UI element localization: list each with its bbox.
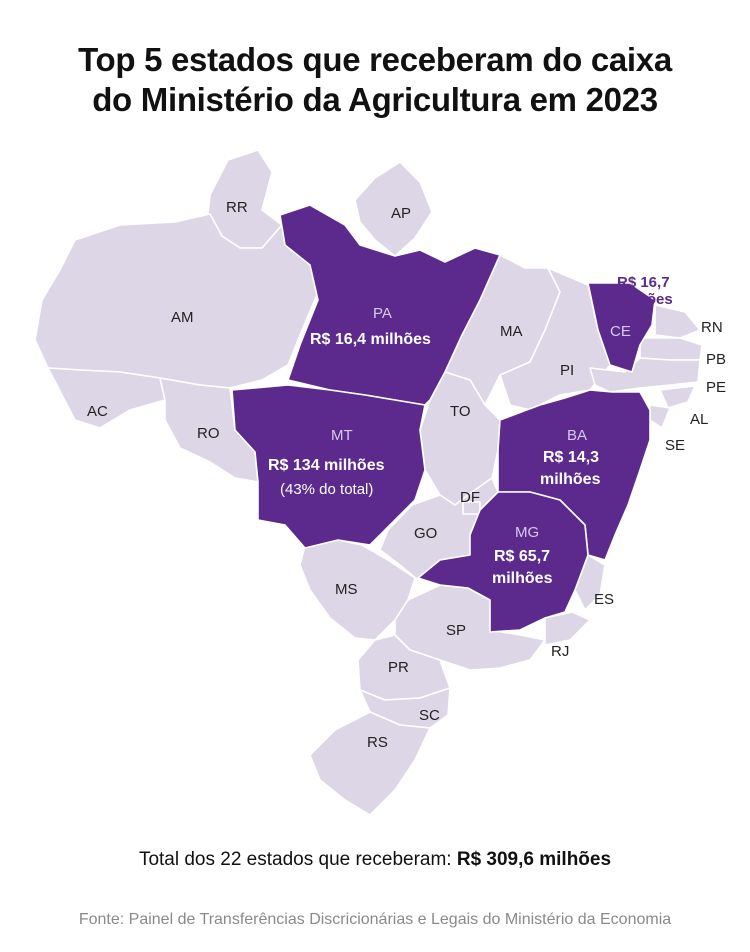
chart-title: Top 5 estados que receberam do caixa do … <box>0 40 750 120</box>
label-sc: SC <box>419 707 440 724</box>
state-al <box>659 385 696 409</box>
label-ba: BA <box>567 427 587 444</box>
state-ce <box>587 282 656 373</box>
label-ro: RO <box>197 425 220 442</box>
label-pi: PI <box>560 362 574 379</box>
label-am: AM <box>171 309 194 326</box>
state-pa <box>279 204 501 406</box>
title-line-2: do Ministério da Agricultura em 2023 <box>92 81 658 118</box>
label-rn: RN <box>701 319 723 336</box>
label-pe: PE <box>706 379 726 396</box>
value-mg-line2: milhões <box>492 570 553 587</box>
label-pr: PR <box>388 659 409 676</box>
label-ma: MA <box>500 323 523 340</box>
value-ce-line2: milhões <box>616 291 673 308</box>
label-se: SE <box>665 437 685 454</box>
state-ro <box>159 377 259 483</box>
value-mt: R$ 134 milhões <box>268 457 385 474</box>
state-mg <box>417 491 589 633</box>
label-ce: CE <box>610 323 631 340</box>
value-mg-line1: R$ 65,7 <box>494 548 550 565</box>
value-ba-line1: R$ 14,3 <box>543 449 599 466</box>
state-rn <box>654 304 701 339</box>
total-value: R$ 309,6 milhões <box>456 849 612 870</box>
label-sp: SP <box>446 622 466 639</box>
label-al: AL <box>690 411 708 428</box>
note-mt: (43% do total) <box>280 481 373 498</box>
total-label: Total dos 22 estados que receberam: <box>138 849 452 870</box>
state-rj <box>544 611 591 646</box>
label-rs: RS <box>367 734 388 751</box>
state-am <box>34 213 326 389</box>
state-ap <box>354 161 433 257</box>
label-rj: RJ <box>551 643 569 660</box>
value-ba-line2: milhões <box>540 471 601 488</box>
value-pa: R$ 16,4 milhões <box>310 331 431 348</box>
source-note: Fonte: Painel de Transferências Discrici… <box>78 911 672 928</box>
label-to: TO <box>450 403 471 420</box>
label-df: DF <box>460 489 480 506</box>
label-go: GO <box>414 525 437 542</box>
value-ce-line1: R$ 16,7 <box>617 274 670 291</box>
state-rs <box>309 711 431 816</box>
label-ms: MS <box>335 581 358 598</box>
label-mg: MG <box>515 524 539 541</box>
label-ap: AP <box>391 205 411 222</box>
label-mt: MT <box>331 427 353 444</box>
title-line-1: Top 5 estados que receberam do caixa <box>78 41 672 78</box>
label-es: ES <box>594 591 614 608</box>
label-rr: RR <box>226 199 248 216</box>
state-ac <box>47 367 166 429</box>
total-line: Total dos 22 estados que receberam: R$ 3… <box>0 849 750 871</box>
state-pb <box>639 337 703 361</box>
state-mt <box>231 384 426 549</box>
label-pb: PB <box>706 351 726 368</box>
state-se <box>649 404 671 429</box>
label-ac: AC <box>87 403 108 420</box>
label-pa: PA <box>373 305 392 322</box>
